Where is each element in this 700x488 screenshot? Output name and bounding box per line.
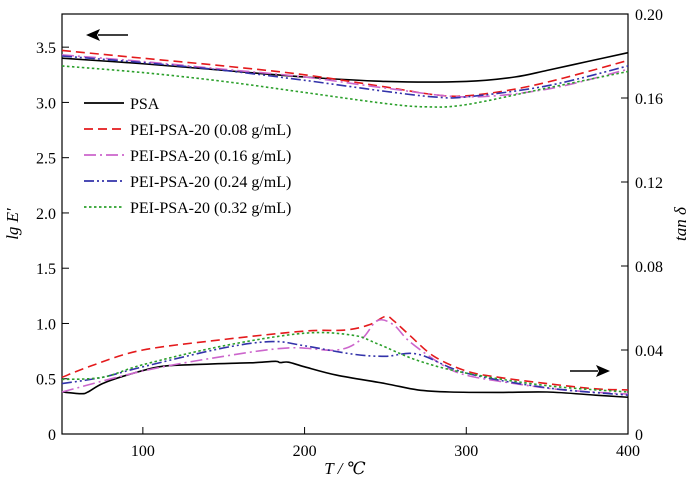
arrow-annotations: [86, 29, 610, 377]
y-right-tick-label: 0.12: [635, 175, 663, 192]
right-axis: 0 0.04 0.08 0.12 0.16 0.20: [621, 7, 663, 444]
x-tick-label: 400: [616, 443, 640, 460]
y-right-tick-label: 0.08: [635, 259, 663, 276]
legend-label-1: PEI-PSA-20 (0.08 g/mL): [130, 122, 291, 139]
y-left-tick-label: 0.5: [36, 372, 56, 389]
plot-area: [61, 13, 629, 435]
arrow-right-head: [596, 365, 610, 377]
series-tan-delta-line-0: [61, 360, 629, 399]
series-modulus-line-3: [61, 55, 629, 99]
arrow-left-head: [86, 29, 100, 41]
series-modulus-line-2: [61, 54, 629, 98]
series-tan-delta-line-1: [61, 315, 629, 391]
legend-label-0: PSA: [130, 96, 160, 113]
series-tan-delta-line-2: [61, 318, 629, 395]
x-tick-label: 300: [454, 443, 478, 460]
series-tan-delta-line-4: [61, 331, 629, 393]
series-layer: [61, 49, 629, 399]
y-axis-left-label: lg E′: [3, 208, 22, 240]
legend-label-4: PEI-PSA-20 (0.32 g/mL): [130, 200, 291, 217]
x-axis-label: T / ℃: [324, 459, 365, 478]
y-left-tick-label: 3.0: [36, 95, 56, 112]
y-axis-right-label: tan δ: [671, 206, 690, 241]
x-tick-label: 100: [131, 443, 155, 460]
x-tick-label: 200: [293, 443, 317, 460]
left-axis: 0 0.5 1.0 1.5 2.0 2.5 3.0 3.5: [36, 40, 69, 444]
legend: PSA PEI-PSA-20 (0.08 g/mL) PEI-PSA-20 (0.1…: [84, 96, 291, 217]
series-modulus-line-0: [61, 51, 629, 83]
plot-frame: [61, 13, 629, 435]
y-right-tick-label: 0: [635, 427, 643, 444]
y-left-tick-label: 3.5: [36, 40, 56, 57]
y-left-tick-label: 2.0: [36, 206, 56, 223]
y-right-tick-label: 0.04: [635, 343, 663, 360]
y-left-tick-label: 1.5: [36, 261, 56, 278]
y-left-tick-label: 2.5: [36, 151, 56, 168]
series-modulus-line-1: [61, 49, 629, 98]
series-tan-delta-line-3: [61, 340, 629, 396]
legend-label-3: PEI-PSA-20 (0.24 g/mL): [130, 174, 291, 191]
y-right-tick-label: 0.20: [635, 7, 663, 24]
y-left-tick-label: 0: [48, 427, 56, 444]
legend-label-2: PEI-PSA-20 (0.16 g/mL): [130, 148, 291, 165]
series-modulus-line-4: [61, 65, 629, 108]
x-axis: 100 200 300 400: [131, 427, 640, 460]
y-left-tick-label: 1.0: [36, 316, 56, 333]
y-right-tick-label: 0.16: [635, 91, 663, 108]
